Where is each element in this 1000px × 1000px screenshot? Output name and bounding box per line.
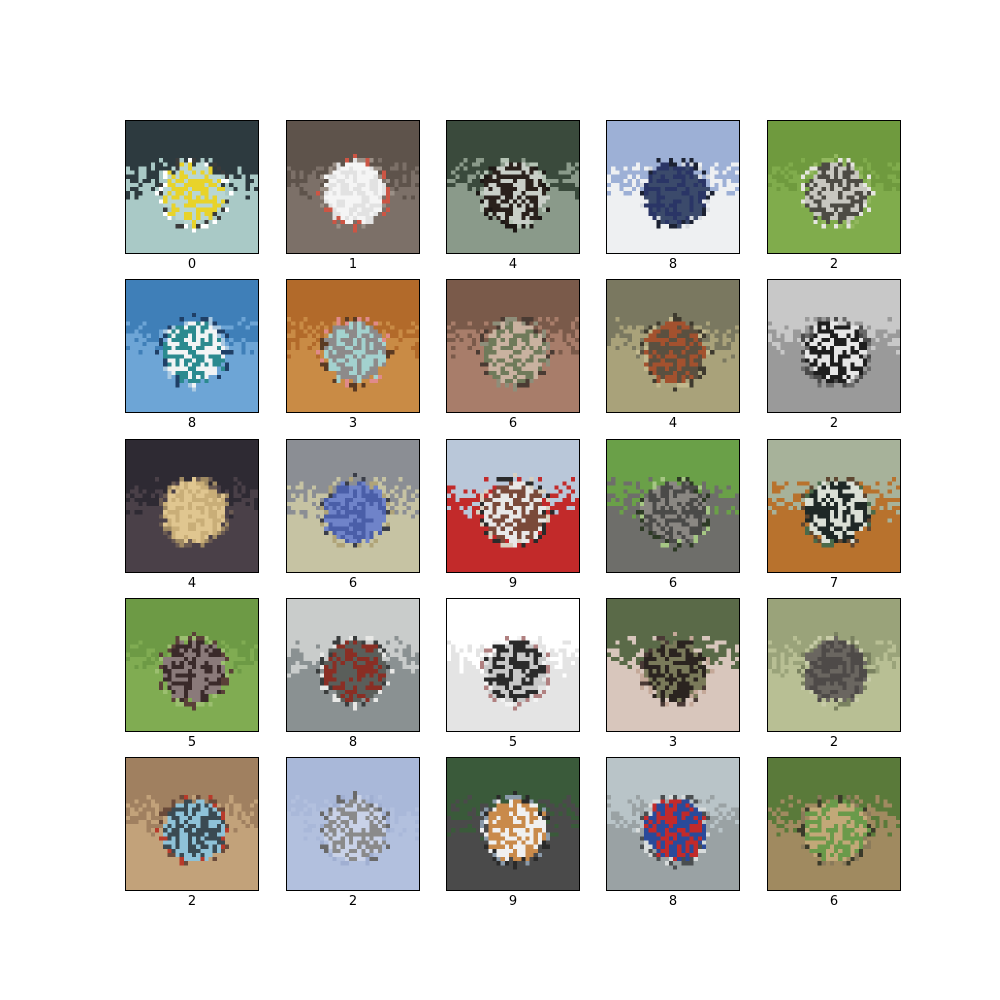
image-label: 8: [125, 416, 259, 432]
image-cell: 8: [286, 598, 420, 751]
image-cell: 2: [767, 279, 901, 432]
image-label: 2: [767, 735, 901, 751]
frog-in-grass-picture: [767, 757, 901, 891]
image-label: 5: [446, 735, 580, 751]
image-label: 8: [286, 735, 420, 751]
image-cell: 1: [286, 120, 420, 273]
emu-picture: [767, 598, 901, 732]
image-cell: 4: [125, 439, 259, 592]
image-cell: 8: [125, 279, 259, 432]
image-cell: 6: [767, 757, 901, 910]
speedboat-picture: [286, 598, 420, 732]
image-cell: 3: [286, 279, 420, 432]
image-label: 0: [125, 257, 259, 273]
cat-on-floor-picture: [286, 279, 420, 413]
image-label: 3: [606, 735, 740, 751]
image-cell: 7: [767, 439, 901, 592]
image-cell: 9: [446, 439, 580, 592]
bird-on-grass-picture: [767, 120, 901, 254]
image-label: 8: [606, 257, 740, 273]
ostrich-picture: [767, 279, 901, 413]
white-puppy-picture: [446, 598, 580, 732]
frog-on-rock-picture: [446, 279, 580, 413]
image-label: 4: [446, 257, 580, 273]
image-label: 2: [767, 416, 901, 432]
image-cell: 6: [606, 439, 740, 592]
field-at-dusk-picture: [125, 439, 259, 573]
image-label: 6: [767, 894, 901, 910]
dog-on-grass-picture: [125, 598, 259, 732]
image-cell: 8: [606, 757, 740, 910]
image-cell: 2: [125, 757, 259, 910]
image-label: 2: [767, 257, 901, 273]
siamese-cat-picture: [606, 598, 740, 732]
image-cell: 4: [446, 120, 580, 273]
image-cell: 2: [767, 598, 901, 751]
image-label: 6: [286, 576, 420, 592]
image-label: 4: [125, 576, 259, 592]
image-cell: 6: [286, 439, 420, 592]
image-cell: 4: [606, 279, 740, 432]
image-cell: 0: [125, 120, 259, 273]
emu-head-picture: [125, 757, 259, 891]
speedboat-on-lake-picture: [125, 120, 259, 254]
image-label: 5: [125, 735, 259, 751]
image-label: 9: [446, 576, 580, 592]
frog-closeup-picture: [286, 439, 420, 573]
ferry-ship-picture: [606, 120, 740, 254]
image-cell: 9: [446, 757, 580, 910]
fishing-boat-picture: [606, 757, 740, 891]
white-car-picture: [286, 120, 420, 254]
image-label: 9: [446, 894, 580, 910]
image-cell: 3: [606, 598, 740, 751]
image-cell: 5: [446, 598, 580, 751]
yacht-picture: [125, 279, 259, 413]
image-cell: 6: [446, 279, 580, 432]
flatbed-truck-picture: [446, 757, 580, 891]
image-label: 4: [606, 416, 740, 432]
image-label: 2: [286, 894, 420, 910]
image-label: 6: [446, 416, 580, 432]
image-label: 3: [286, 416, 420, 432]
image-label: 2: [125, 894, 259, 910]
image-label: 1: [286, 257, 420, 273]
horse-head-picture: [767, 439, 901, 573]
deer-picture: [446, 120, 580, 254]
image-cell: 2: [286, 757, 420, 910]
image-label: 7: [767, 576, 901, 592]
image-label: 8: [606, 894, 740, 910]
toad-picture: [606, 439, 740, 573]
image-cell: 2: [767, 120, 901, 273]
bird-in-sky-picture: [286, 757, 420, 891]
deer-in-field-picture: [606, 279, 740, 413]
fire-truck-picture: [446, 439, 580, 573]
image-cell: 8: [606, 120, 740, 273]
image-label: 6: [606, 576, 740, 592]
image-cell: 5: [125, 598, 259, 751]
